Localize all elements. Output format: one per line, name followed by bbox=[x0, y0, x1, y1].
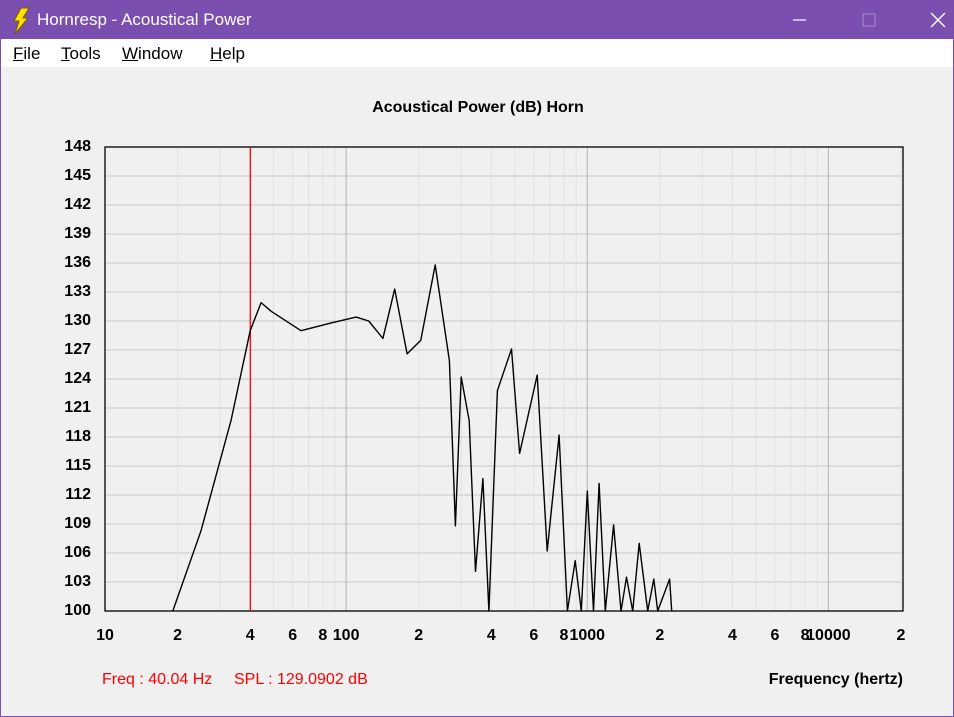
x-tick-label: 10000 bbox=[806, 627, 851, 644]
y-tick-label: 142 bbox=[64, 196, 91, 213]
x-tick-label: 4 bbox=[487, 627, 496, 644]
y-tick-label: 136 bbox=[64, 254, 91, 271]
y-tick-label: 100 bbox=[64, 602, 91, 619]
y-tick-label: 130 bbox=[64, 312, 91, 329]
x-tick-label: 2 bbox=[897, 627, 906, 644]
window-title: Hornresp - Acoustical Power bbox=[37, 10, 252, 29]
y-tick-label: 112 bbox=[65, 486, 91, 503]
chart: Acoustical Power (dB) Horn Frequency (he… bbox=[64, 99, 906, 688]
cursor-freq: Freq : 40.04 Hz bbox=[102, 671, 212, 688]
y-tick-label: 115 bbox=[65, 457, 91, 474]
y-tick-label: 109 bbox=[64, 515, 91, 532]
y-tick-label: 106 bbox=[64, 544, 91, 561]
x-tick-label: 8 bbox=[559, 627, 568, 644]
x-tick-label: 6 bbox=[288, 627, 297, 644]
chart-title: Acoustical Power (dB) Horn bbox=[372, 99, 584, 116]
menu-item[interactable]: Tools bbox=[61, 44, 101, 63]
plot-frame bbox=[104, 146, 904, 612]
x-tick-label: 2 bbox=[414, 627, 423, 644]
x-tick-label: 6 bbox=[770, 627, 779, 644]
x-tick-label: 2 bbox=[655, 627, 664, 644]
x-tick-label: 1000 bbox=[569, 627, 605, 644]
y-tick-label: 145 bbox=[64, 167, 91, 184]
close-button[interactable] bbox=[930, 12, 946, 28]
y-tick-label: 127 bbox=[64, 341, 91, 358]
x-tick-label: 8 bbox=[318, 627, 327, 644]
data-line bbox=[172, 264, 673, 612]
x-tick-label: 4 bbox=[728, 627, 737, 644]
app-icon bbox=[13, 7, 30, 35]
cursor-spl: SPL : 129.0902 dB bbox=[234, 671, 368, 688]
window-controls bbox=[793, 12, 946, 28]
x-axis-label: Frequency (hertz) bbox=[769, 671, 903, 688]
menu-item[interactable]: Window bbox=[122, 44, 183, 63]
y-tick-label: 133 bbox=[64, 283, 91, 300]
y-tick-label: 124 bbox=[64, 370, 91, 387]
x-tick-label: 10 bbox=[96, 627, 114, 644]
menu-item[interactable]: File bbox=[13, 44, 41, 63]
x-tick-label: 4 bbox=[246, 627, 255, 644]
y-tick-label: 118 bbox=[65, 428, 91, 445]
y-tick-label: 148 bbox=[64, 138, 91, 155]
maximize-button[interactable] bbox=[862, 13, 876, 27]
y-tick-label: 139 bbox=[64, 225, 91, 242]
x-tick-label: 2 bbox=[173, 627, 182, 644]
y-tick-label: 103 bbox=[64, 573, 91, 590]
x-tick-label: 100 bbox=[333, 627, 360, 644]
menu-item[interactable]: Help bbox=[210, 44, 245, 63]
x-tick-label: 6 bbox=[529, 627, 538, 644]
x-tick-label: 8 bbox=[801, 627, 810, 644]
menu-bar: File Tools Window Help bbox=[1, 39, 953, 67]
y-tick-label: 121 bbox=[64, 399, 91, 416]
title-bar: Hornresp - Acoustical Power bbox=[1, 1, 953, 39]
